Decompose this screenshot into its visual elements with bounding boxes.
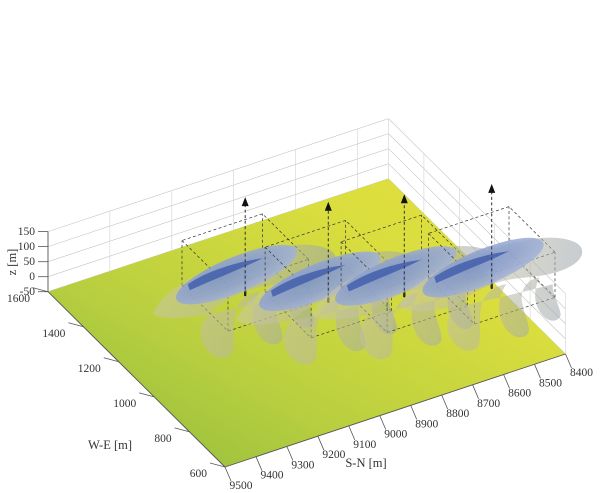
svg-text:9500: 9500: [230, 480, 253, 492]
svg-text:8700: 8700: [477, 398, 500, 410]
svg-text:9000: 9000: [384, 429, 407, 441]
svg-text:1400: 1400: [42, 328, 65, 340]
svg-text:9300: 9300: [291, 460, 314, 472]
svg-text:9400: 9400: [261, 470, 284, 482]
svg-text:100: 100: [18, 241, 36, 253]
svg-text:600: 600: [190, 468, 208, 480]
svg-text:8600: 8600: [508, 388, 531, 400]
svg-text:S-N [m]: S-N [m]: [345, 456, 386, 470]
svg-text:1600: 1600: [7, 293, 30, 305]
svg-text:8500: 8500: [539, 377, 562, 389]
svg-text:8900: 8900: [415, 418, 438, 430]
svg-text:150: 150: [18, 226, 36, 238]
svg-text:9100: 9100: [353, 439, 376, 451]
svg-text:8800: 8800: [446, 408, 469, 420]
svg-text:800: 800: [154, 433, 172, 445]
svg-text:1200: 1200: [78, 363, 101, 375]
svg-text:0: 0: [29, 271, 35, 283]
svg-text:8400: 8400: [570, 367, 593, 379]
svg-text:9200: 9200: [322, 449, 345, 461]
svg-text:1000: 1000: [113, 398, 136, 410]
svg-text:z [m]: z [m]: [5, 249, 19, 276]
svg-text:50: 50: [24, 256, 36, 268]
svg-text:W-E [m]: W-E [m]: [88, 438, 132, 452]
